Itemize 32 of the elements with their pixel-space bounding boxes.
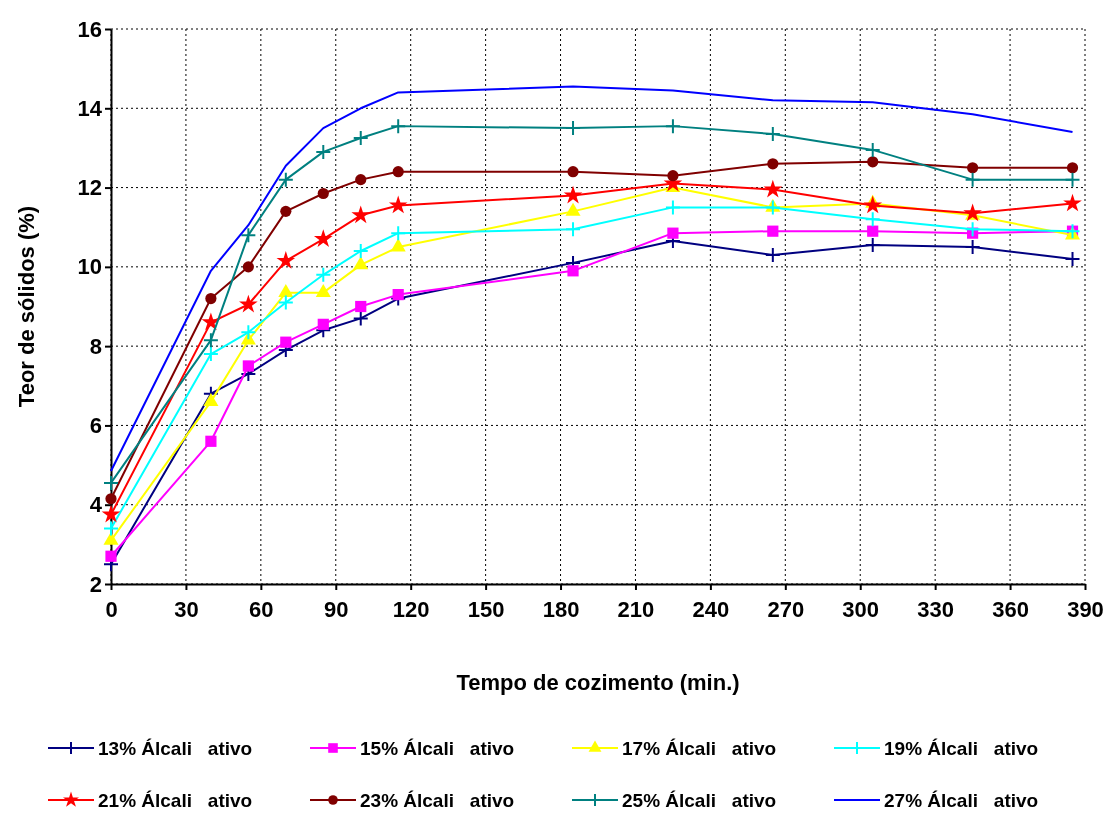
legend-label: 21% Álcali ativo	[98, 789, 253, 811]
legend-label: 27% Álcali ativo	[884, 789, 1039, 811]
x-tick-label: 390	[1067, 597, 1104, 623]
legend-label: 15% Álcali ativo	[360, 737, 515, 759]
x-tick-label: 270	[767, 597, 805, 623]
y-tick-label: 8	[89, 333, 102, 359]
x-tick-label: 60	[249, 597, 274, 623]
x-tick-label: 300	[842, 597, 880, 623]
legend-label: 13% Álcali ativo	[98, 737, 253, 759]
y-tick-label: 10	[77, 254, 102, 280]
x-tick-label: 90	[324, 597, 349, 623]
x-tick-label: 330	[917, 597, 955, 623]
legend-label: 19% Álcali ativo	[884, 737, 1039, 759]
y-tick-label: 4	[89, 492, 103, 518]
x-tick-label: 0	[105, 597, 118, 623]
x-tick-label: 240	[692, 597, 730, 623]
y-axis-title: Teor de sólidos (%)	[14, 205, 39, 408]
y-tick-label: 2	[89, 571, 102, 597]
x-tick-label: 180	[542, 597, 580, 623]
legend-label: 23% Álcali ativo	[360, 789, 515, 811]
x-tick-label: 150	[467, 597, 505, 623]
x-tick-label: 120	[392, 597, 430, 623]
legend-label: 17% Álcali ativo	[622, 737, 777, 759]
y-tick-label: 6	[89, 412, 102, 438]
x-tick-label: 210	[617, 597, 655, 623]
x-tick-label: 360	[992, 597, 1029, 623]
y-tick-label: 12	[77, 175, 102, 201]
y-tick-label: 16	[77, 16, 102, 42]
legend-label: 25% Álcali ativo	[622, 789, 777, 811]
y-tick-label: 14	[77, 95, 103, 121]
x-axis-title: Tempo de cozimento (min.)	[456, 670, 740, 695]
x-tick-label: 30	[174, 597, 199, 623]
